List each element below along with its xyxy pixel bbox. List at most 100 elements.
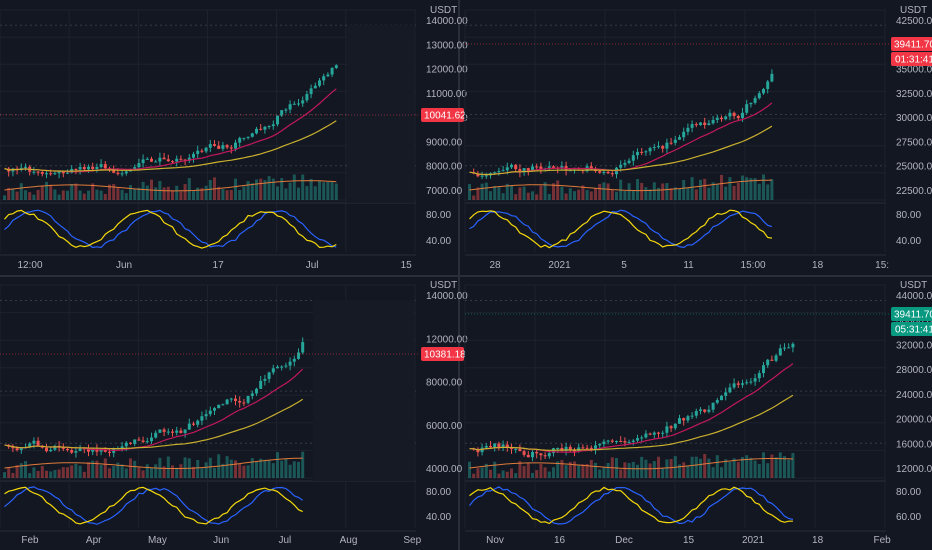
volume-bar bbox=[267, 176, 271, 200]
volume-bar bbox=[3, 472, 6, 478]
volume-bar bbox=[229, 459, 233, 478]
volume-bars bbox=[3, 451, 305, 478]
volume-bar bbox=[15, 465, 19, 478]
volume-bar bbox=[648, 189, 652, 200]
candle-body bbox=[728, 387, 732, 393]
last-price-tag[interactable] bbox=[421, 347, 464, 361]
volume-bar bbox=[589, 459, 593, 478]
candle-body bbox=[28, 443, 32, 448]
volume-bar bbox=[204, 185, 208, 200]
time-axis-label: 15: bbox=[875, 260, 889, 271]
candle-body bbox=[594, 445, 597, 450]
candle-body bbox=[644, 433, 648, 438]
volume-bar bbox=[741, 457, 744, 478]
candle-body bbox=[791, 343, 795, 348]
volume-bar bbox=[15, 191, 19, 200]
candle-body bbox=[301, 100, 305, 104]
volume-bar bbox=[238, 189, 242, 200]
candle-body bbox=[313, 85, 317, 89]
volume-bar bbox=[32, 194, 36, 200]
volume-bar bbox=[690, 177, 694, 200]
volume-bar bbox=[560, 460, 564, 478]
volume-bar bbox=[623, 191, 627, 200]
candle-body bbox=[246, 136, 250, 138]
price-axis-label: 35000.00 bbox=[896, 65, 932, 76]
candle-body bbox=[598, 171, 602, 173]
candle-body bbox=[581, 447, 585, 449]
volume-bar bbox=[501, 193, 505, 200]
candle-body bbox=[518, 169, 522, 173]
volume-bar bbox=[162, 466, 166, 478]
oscillator-axis-label: 60.00 bbox=[896, 512, 921, 523]
volume-bar bbox=[95, 460, 99, 478]
volume-bar bbox=[636, 179, 639, 200]
price-axis-label: 11000.00 bbox=[426, 89, 467, 100]
volume-bar bbox=[225, 190, 229, 200]
candle-body bbox=[208, 410, 212, 415]
chart-panel-top-left[interactable]: USDT14000.0013000.0012000.0011000.001000… bbox=[0, 5, 468, 271]
volume-bar bbox=[11, 473, 15, 478]
last-price-tag[interactable] bbox=[891, 307, 932, 321]
price-axis-label: 12000.00 bbox=[896, 464, 932, 475]
chart-panel-top-right[interactable]: USDT42500.0037500.0035000.0032500.003000… bbox=[464, 5, 932, 271]
volume-bar bbox=[497, 473, 501, 478]
volume-bar bbox=[200, 188, 204, 200]
candle-body bbox=[137, 439, 141, 441]
candle-body bbox=[732, 112, 736, 116]
candle-body bbox=[665, 426, 669, 433]
last-price-tag[interactable] bbox=[421, 108, 464, 122]
candle-body bbox=[305, 94, 309, 101]
volume-bar bbox=[690, 456, 694, 478]
candle-body bbox=[166, 431, 170, 433]
volume-bar bbox=[564, 465, 568, 478]
candle-body bbox=[45, 447, 48, 452]
volume-bar bbox=[522, 466, 526, 478]
volume-bar bbox=[133, 188, 137, 200]
candle-body bbox=[736, 383, 740, 385]
volume-bar bbox=[728, 461, 732, 478]
volume-bar bbox=[711, 182, 715, 200]
candle-body bbox=[724, 116, 728, 120]
volume-bar bbox=[606, 183, 610, 200]
oscillator-line-k bbox=[469, 486, 794, 525]
volume-bar bbox=[745, 455, 749, 478]
candle-body bbox=[120, 173, 124, 175]
candle-body bbox=[267, 372, 271, 379]
volume-bar bbox=[208, 179, 212, 200]
candle-body bbox=[204, 414, 208, 417]
price-axis-label: 14000.00 bbox=[426, 291, 468, 302]
volume-bar bbox=[526, 192, 530, 200]
candle-body bbox=[36, 171, 40, 173]
candle-body bbox=[103, 164, 107, 169]
volume-bars bbox=[3, 174, 338, 200]
candle-body bbox=[699, 122, 702, 126]
candle-body bbox=[480, 175, 484, 177]
candle-body bbox=[560, 447, 564, 451]
volume-bar bbox=[732, 458, 736, 478]
oscillator-line-d bbox=[4, 209, 337, 249]
volume-bar bbox=[594, 187, 597, 200]
candle-body bbox=[535, 166, 539, 168]
candle-body bbox=[505, 444, 509, 448]
price-axis-label: 13000.00 bbox=[426, 40, 468, 51]
candle-body bbox=[682, 131, 686, 138]
candle-body bbox=[217, 404, 221, 409]
candle-body bbox=[74, 451, 78, 453]
candle-body bbox=[690, 124, 694, 128]
volume-bar bbox=[535, 194, 539, 200]
oscillator-line-k bbox=[4, 209, 337, 249]
volume-bar bbox=[166, 186, 170, 200]
volume-bar bbox=[514, 194, 518, 200]
price-axis-label: 32000.00 bbox=[896, 340, 932, 351]
candle-body bbox=[526, 168, 530, 171]
candle-body bbox=[749, 102, 753, 105]
volume-bar bbox=[657, 187, 660, 200]
candle-body bbox=[745, 382, 749, 384]
last-price-tag-text: 10041.62 bbox=[424, 111, 466, 122]
last-price-tag[interactable] bbox=[891, 37, 932, 51]
candle-body bbox=[276, 366, 279, 369]
volume-average-line bbox=[4, 457, 303, 469]
